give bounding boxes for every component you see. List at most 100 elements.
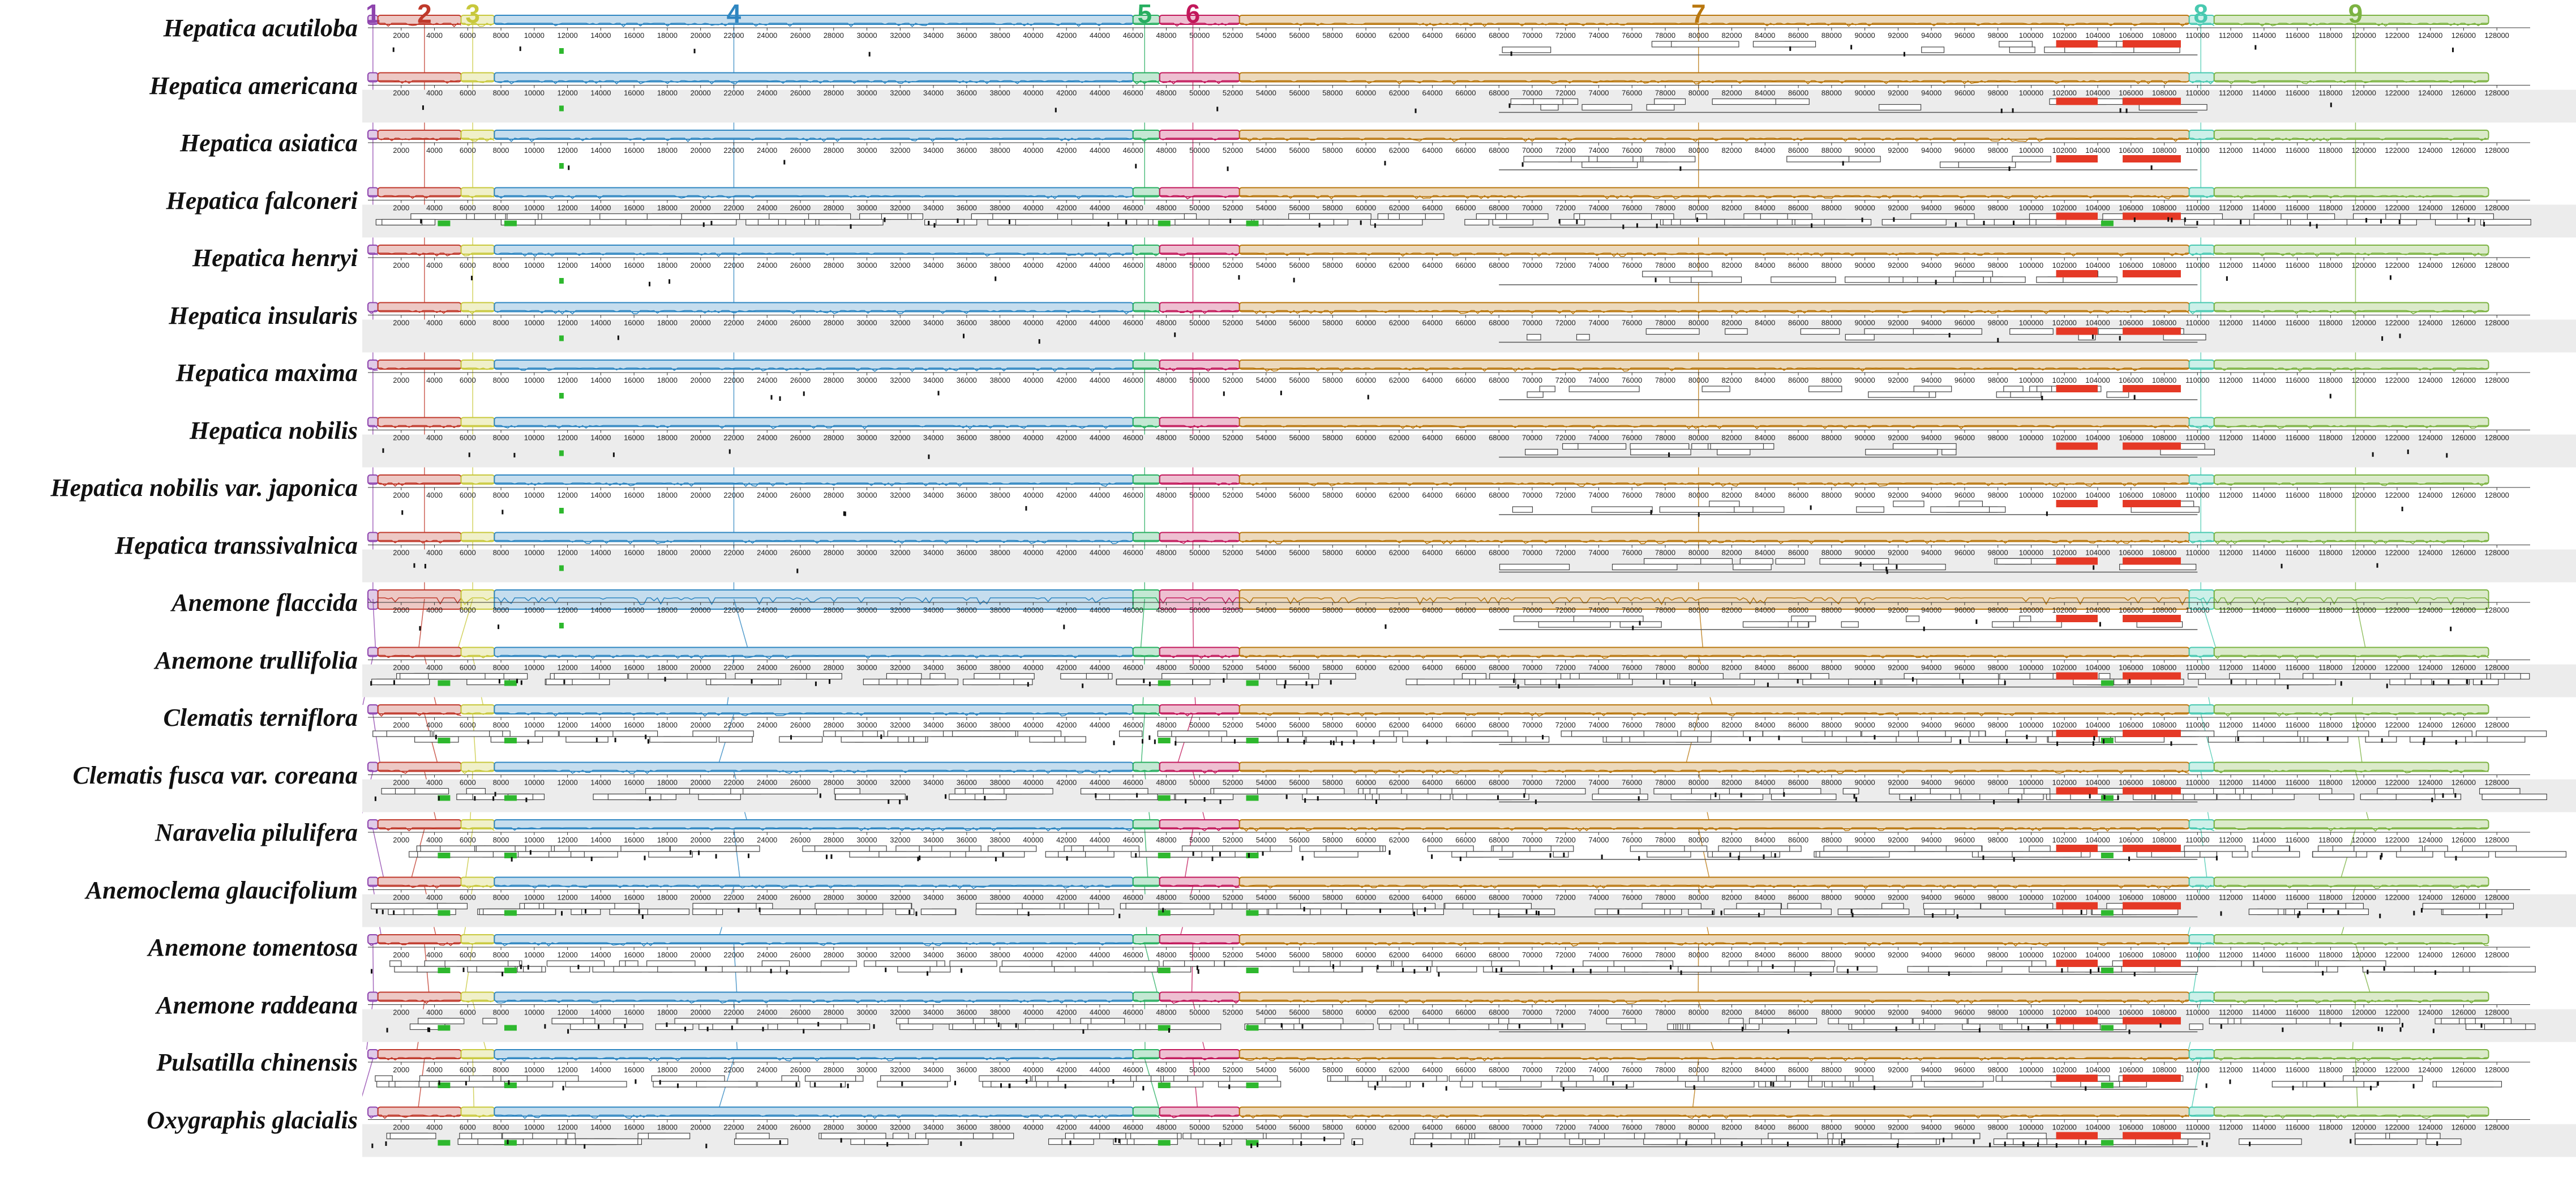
axis-tick-label: 122000 [2385, 146, 2409, 155]
gene-feature [2490, 673, 2505, 680]
axis-tick-label: 40000 [1023, 1008, 1043, 1017]
gene-feature [1171, 730, 1210, 737]
small-feature [2326, 736, 2329, 741]
axis-tick-label: 2000 [393, 778, 409, 787]
small-feature [1558, 219, 1561, 224]
gene-feature [1996, 558, 2032, 565]
gene-feature [1962, 1023, 1981, 1030]
axis-tick-label: 82000 [1721, 261, 1742, 269]
gene-feature [1293, 966, 1310, 973]
gene-feature [1923, 902, 1981, 910]
small-feature [2412, 1084, 2415, 1089]
small-feature [370, 681, 372, 686]
gene-feature [2013, 621, 2062, 628]
axis-tick-label: 108000 [2152, 836, 2176, 844]
axis-tick-label: 88000 [1821, 778, 1842, 787]
axis-tick-label: 12000 [558, 376, 578, 384]
gene-feature [503, 673, 528, 680]
axis-tick-label: 122000 [2385, 491, 2409, 499]
axis-tick-label: 10000 [524, 1123, 545, 1132]
small-feature [465, 1081, 467, 1086]
gene-feature [648, 851, 693, 858]
gene-feature [1116, 678, 1193, 686]
small-feature [984, 795, 986, 801]
axis-tick-label: 56000 [1289, 664, 1309, 672]
gene-feature [897, 736, 910, 743]
similarity-profile [367, 1114, 378, 1119]
similarity-profile [1239, 597, 2189, 606]
axis-tick-label: 12000 [558, 261, 578, 269]
axis-tick-label: 76000 [1622, 549, 1642, 557]
gene-feature [735, 673, 807, 680]
gene-feature [530, 219, 591, 226]
axis-tick-label: 36000 [957, 204, 977, 212]
axis-tick-label: 44000 [1090, 31, 1110, 40]
gene-feature [1071, 219, 1137, 226]
gene-feature [1053, 1023, 1088, 1030]
axis-tick-label: 128000 [2485, 1008, 2509, 1017]
gene-feature [1108, 1081, 1134, 1088]
axis-tick-label: 100000 [2019, 376, 2043, 384]
gene-feature [878, 678, 898, 686]
small-feature [516, 678, 518, 683]
axis-tick-label: 24000 [757, 778, 777, 787]
axis-tick-label: 34000 [923, 1008, 944, 1017]
axis-tick-label: 52000 [1223, 1123, 1243, 1132]
gene-feature [375, 1075, 393, 1082]
axis-tick-label: 4000 [426, 836, 443, 844]
gene-feature [1597, 156, 1634, 162]
small-feature [1027, 682, 1029, 687]
gene-feature [1879, 104, 1922, 111]
gene-feature [681, 213, 740, 220]
axis-tick-label: 66000 [1455, 89, 1476, 97]
gene-feature [2133, 793, 2153, 801]
axis-tick-label: 104000 [2085, 606, 2110, 614]
axis-tick-label: 120000 [2351, 951, 2376, 959]
gene-feature [565, 736, 608, 743]
gene-feature [1464, 219, 1489, 226]
axis-tick-label: 6000 [460, 836, 476, 844]
small-feature [1873, 1085, 1875, 1090]
axis-tick-label: 104000 [2085, 778, 2110, 787]
gene-feature [975, 902, 1023, 910]
axis-tick-label: 54000 [1256, 376, 1276, 384]
gene-feature [929, 673, 946, 680]
axis-tick-label: 98000 [1988, 606, 2008, 614]
gene-feature [1945, 845, 1982, 852]
axis-tick-label: 100000 [2019, 31, 2043, 40]
rrna-feature [2123, 442, 2181, 450]
axis-tick-label: 100000 [2019, 1008, 2043, 1017]
gene-feature [2444, 851, 2489, 858]
axis-tick-label: 12000 [558, 778, 578, 787]
axis-tick-label: 100000 [2019, 319, 2043, 327]
trna-feature [559, 508, 564, 514]
gene-feature [971, 213, 993, 220]
axis-tick-label: 4000 [426, 31, 443, 40]
lcb-block [2213, 532, 2489, 542]
small-feature [1932, 913, 1934, 918]
axis-tick-label: 50000 [1189, 434, 1210, 442]
axis-tick-label: 38000 [990, 261, 1010, 269]
gene-feature [417, 851, 494, 858]
axis-tick-label: 88000 [1821, 1066, 1842, 1074]
gene-feature [1709, 500, 1740, 507]
gene-feature [1048, 1138, 1064, 1145]
gene-feature [2253, 213, 2282, 220]
axis-tick-label: 64000 [1422, 778, 1443, 787]
gene-feature [1502, 46, 1551, 53]
axis-tick-label: 66000 [1455, 664, 1476, 672]
axis-tick-label: 12000 [558, 204, 578, 212]
axis-tick-label: 88000 [1821, 491, 1842, 499]
axis-tick-label: 58000 [1322, 664, 1343, 672]
axis-tick-label: 38000 [990, 31, 1010, 40]
axis-tick-label: 88000 [1821, 434, 1842, 442]
axis-tick-label: 116000 [2285, 606, 2309, 614]
axis-tick-label: 12000 [558, 721, 578, 729]
axis-tick-label: 8000 [493, 491, 509, 499]
small-feature [1015, 1023, 1017, 1028]
axis-tick-label: 92000 [1888, 778, 1908, 787]
axis-tick-label: 2000 [393, 893, 409, 902]
gene-feature [1492, 219, 1533, 226]
axis-tick-label: 52000 [1223, 549, 1243, 557]
small-feature [1772, 1082, 1775, 1087]
